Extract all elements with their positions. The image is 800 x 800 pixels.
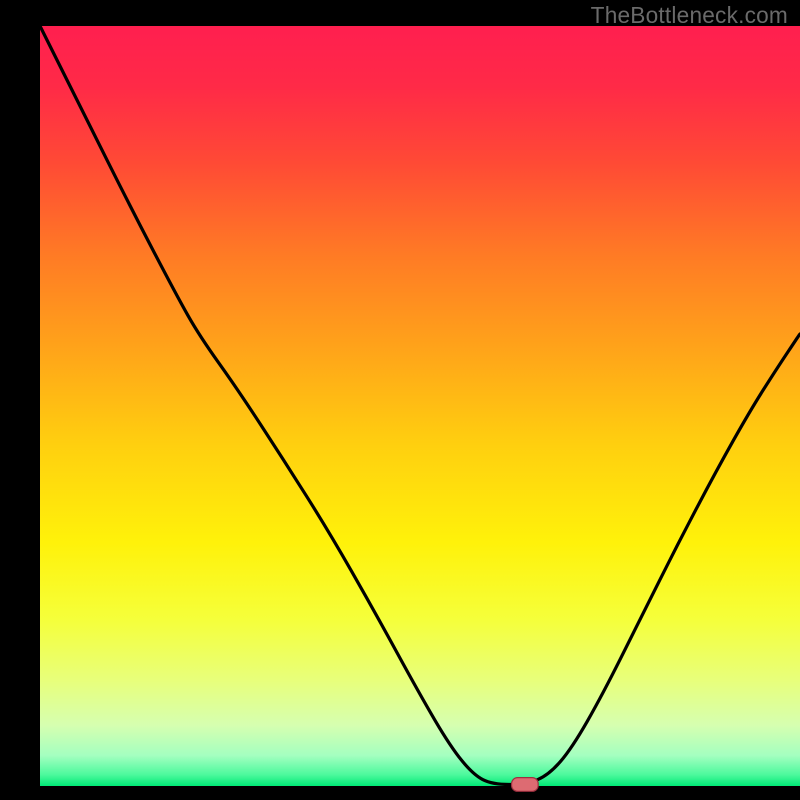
watermark-text: TheBottleneck.com <box>591 2 788 29</box>
chart-stage: TheBottleneck.com <box>0 0 800 800</box>
plot-background <box>40 26 800 786</box>
chart-svg <box>0 0 800 800</box>
optimal-marker <box>512 778 539 792</box>
